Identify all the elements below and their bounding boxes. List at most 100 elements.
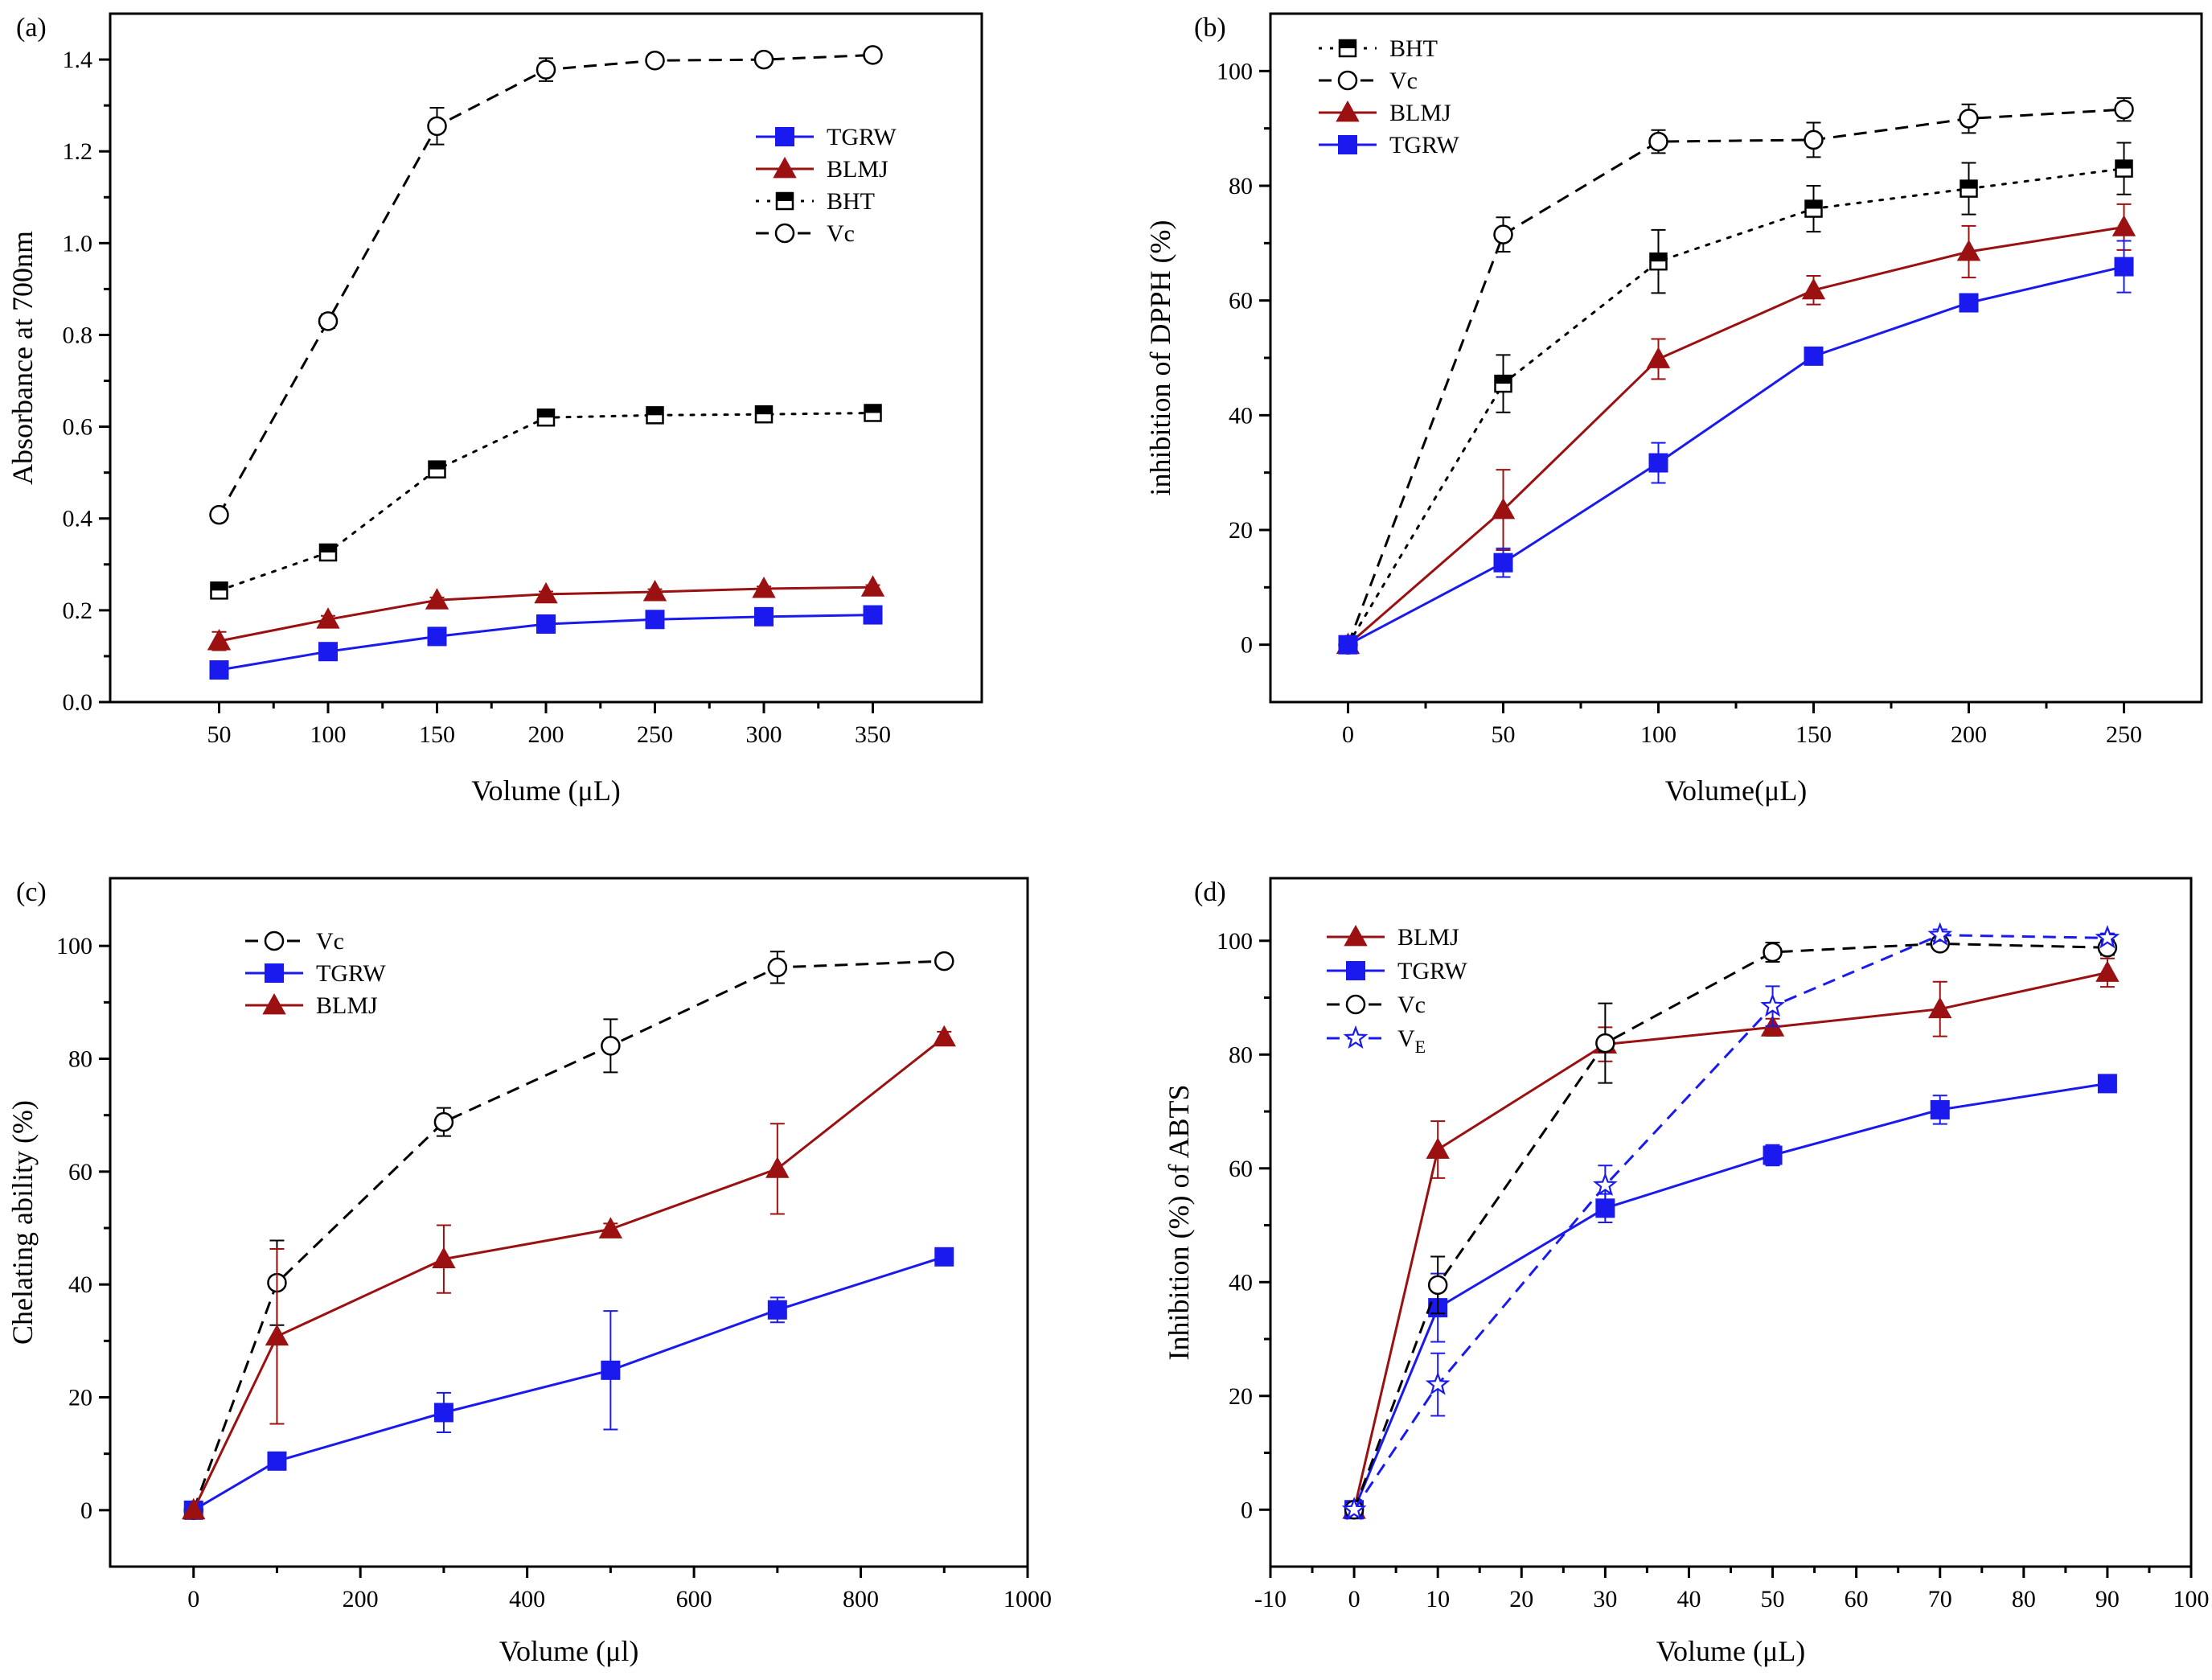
x-tick-label-a: 350 <box>855 721 891 748</box>
x-tick-label-d: 90 <box>2095 1586 2120 1612</box>
data-point-bht-fill <box>1495 376 1512 384</box>
data-point-blmj <box>1928 996 1952 1019</box>
y-tick-label-b: 0 <box>1241 632 1253 659</box>
legend-label-blmj: BLMJ <box>316 992 378 1019</box>
x-tick-label-c: 400 <box>509 1586 545 1612</box>
x-axis-label-c: Volume (μl) <box>499 1635 639 1667</box>
legend-label-vc: Vc <box>316 928 344 955</box>
data-point-bht-fill <box>756 406 772 415</box>
y-tick-label-d: 40 <box>1229 1269 1253 1296</box>
data-point-bht-fill <box>429 461 445 470</box>
panel-label-d: (d) <box>1194 877 1226 907</box>
y-tick-label-a: 1.0 <box>63 230 93 257</box>
series-c-vc <box>183 951 954 1521</box>
legend-marker-bht <box>1338 39 1357 58</box>
data-point-vc <box>536 60 556 80</box>
data-point-blmj <box>425 588 449 610</box>
data-point-blmj <box>207 629 232 651</box>
x-tick-label-d: 100 <box>2173 1586 2210 1612</box>
legend-c: Vc TGRW BLMJ <box>245 928 386 1019</box>
data-point-bht-fill <box>1960 180 1977 189</box>
legend-label-ve: VE <box>1397 1025 1426 1057</box>
legend-marker-blmj <box>1336 100 1360 122</box>
x-tick-label-d: 20 <box>1509 1586 1533 1612</box>
legend-a: TGRW BLMJ BHT Vc <box>756 124 897 247</box>
data-point-vc <box>1648 131 1668 152</box>
data-point-tgrw <box>536 614 556 634</box>
y-axis-label-b: inhibition of DPPH (%) <box>1144 220 1176 495</box>
y-tick-label-d: 60 <box>1229 1156 1253 1182</box>
y-tick-label-a: 0.4 <box>63 506 93 532</box>
legend-marker-tgrw <box>1346 961 1365 980</box>
series-d-tgrw <box>1344 1074 2117 1520</box>
data-point-tgrw <box>1930 1099 1950 1119</box>
data-point-ve <box>1341 1497 1367 1521</box>
x-tick-label-c: 600 <box>676 1586 712 1612</box>
data-point-bht-fill <box>864 405 881 413</box>
data-point-ve <box>1593 1172 1618 1197</box>
data-point-bht-fill <box>320 544 336 552</box>
y-tick-label-c: 40 <box>68 1271 92 1298</box>
data-point-blmj <box>860 575 885 597</box>
x-tick-label-c: 800 <box>843 1586 879 1612</box>
panel-label-c: (c) <box>16 877 47 907</box>
y-tick-label-d: 100 <box>1217 928 1253 955</box>
data-point-blmj <box>2111 215 2136 236</box>
x-tick-label-d: 60 <box>1845 1586 1869 1612</box>
y-tick-label-c: 0 <box>80 1497 92 1524</box>
data-point-vc <box>427 116 447 137</box>
y-tick-label-b: 20 <box>1229 517 1253 544</box>
legend-marker-tgrw <box>265 963 284 983</box>
data-point-vc <box>1595 1033 1615 1054</box>
data-point-bht-fill <box>646 407 663 416</box>
y-tick-label-a: 1.4 <box>63 47 93 73</box>
data-point-tgrw <box>433 1403 453 1423</box>
x-axis-label-a: Volume (μL) <box>471 774 621 807</box>
data-point-vc <box>1804 129 1824 150</box>
x-tick-label-d: 80 <box>2012 1586 2036 1612</box>
x-tick-label-a: 150 <box>419 721 455 748</box>
series-line-tgrw <box>1352 1082 2108 1510</box>
data-point-blmj <box>1801 277 1826 300</box>
data-point-tgrw <box>267 1451 287 1471</box>
data-point-bht <box>864 404 882 422</box>
series-b-bht <box>1339 142 2133 654</box>
legend-marker-bht-fill <box>1340 40 1356 48</box>
data-point-tgrw <box>427 626 447 647</box>
legend-marker-vc <box>1337 70 1358 91</box>
x-tick-label-b: 250 <box>2106 721 2142 748</box>
data-point-ve <box>1760 993 1785 1017</box>
x-tick-label-b: 0 <box>1342 721 1354 748</box>
legend-marker-tgrw <box>1338 135 1357 154</box>
data-point-blmj <box>932 1025 956 1047</box>
legend-marker-blmj <box>773 156 797 179</box>
y-tick-label-c: 60 <box>68 1159 92 1185</box>
data-point-vc <box>1493 224 1513 244</box>
data-point-blmj <box>265 1324 289 1346</box>
series-line-ve <box>1352 934 2107 1511</box>
data-point-tgrw <box>1648 453 1668 473</box>
data-point-ve <box>2095 925 2120 949</box>
data-point-blmj <box>182 1497 206 1520</box>
y-tick-label-b: 100 <box>1217 58 1253 84</box>
y-axis-label-d: Inhibition (%) of ABTS <box>1163 1085 1195 1361</box>
y-axis-label-c: Chelating ability (%) <box>6 1100 39 1345</box>
series-line-vc <box>192 959 945 1511</box>
y-tick-label-d: 0 <box>1241 1497 1253 1523</box>
data-point-bht-fill <box>211 582 228 591</box>
series-line-vc <box>1352 942 2107 1510</box>
data-point-tgrw <box>645 610 665 630</box>
data-point-vc <box>318 311 339 331</box>
legend-marker-vc <box>1345 994 1366 1015</box>
y-tick-label-b: 80 <box>1229 173 1253 199</box>
series-line-blmj <box>1352 971 2108 1510</box>
legend-marker-bht <box>775 191 794 211</box>
data-point-blmj <box>316 607 340 629</box>
legend-label-tgrw: TGRW <box>827 124 897 150</box>
chart-c: 0 200 400 600 800 1000 0 20 40 60 80 100 Volume (μl)… <box>6 877 1052 1667</box>
series-d-blmj <box>1342 957 2120 1519</box>
data-point-tgrw <box>863 605 883 625</box>
data-point-vc <box>2114 99 2134 120</box>
data-point-bht <box>536 408 556 427</box>
